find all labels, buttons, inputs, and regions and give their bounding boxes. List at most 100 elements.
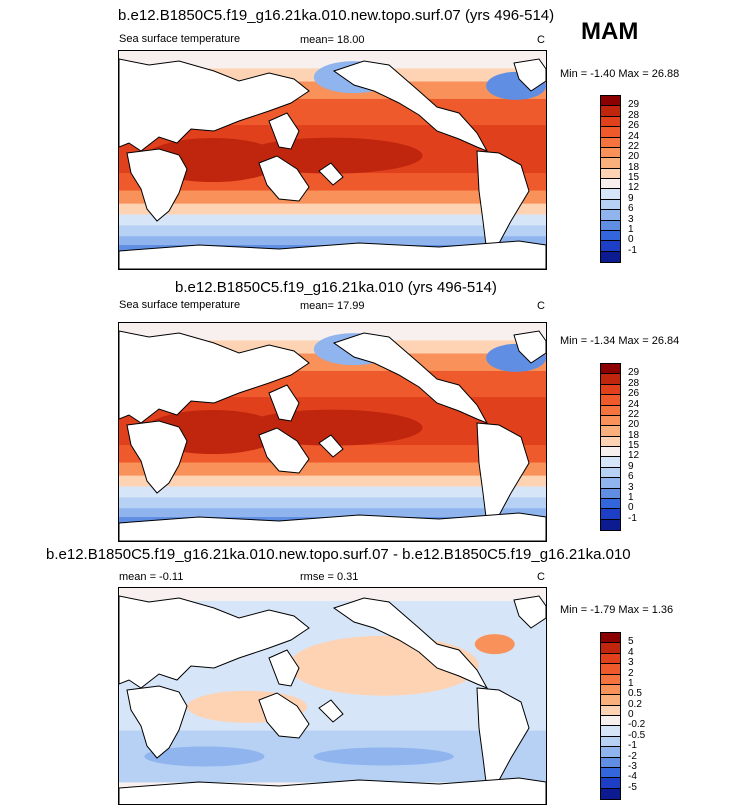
colorbar-tick-label: 6 [628, 471, 634, 483]
colorbar-tick-label: -0.2 [628, 719, 646, 731]
colorbar-tick-label: 9 [628, 192, 634, 204]
colorbar-tick-label: 28 [628, 109, 640, 121]
colorbar-swatch [601, 251, 620, 262]
colorbar-swatch [601, 653, 620, 665]
colorbar-tick-label: 20 [628, 419, 640, 431]
colorbar-tick-label: -5 [628, 781, 637, 793]
colorbar-swatch [601, 137, 620, 148]
colorbar-swatch [601, 788, 620, 799]
colorbar-tick-label: 12 [628, 182, 640, 194]
colorbar-tick-label: 28 [628, 377, 640, 389]
colorbar-swatch [601, 116, 620, 128]
colorbar-swatch [601, 426, 620, 437]
colorbar-tick-label: 15 [628, 172, 640, 183]
colorbar-swatch [601, 643, 620, 654]
colorbar-swatch [601, 778, 620, 789]
colorbar-swatch [601, 705, 620, 716]
colorbar-swatch [601, 664, 620, 675]
season-label: MAM [581, 18, 639, 45]
colorbar-tick-label: 0.2 [628, 698, 642, 710]
colorbar-tick-label: 18 [628, 429, 640, 441]
colorbar-tick-label: 9 [628, 460, 634, 472]
colorbar-tick-label: -2 [628, 750, 637, 762]
panel1-variable-label: Sea surface temperature [119, 33, 241, 45]
panel2-units: C [537, 300, 545, 312]
colorbar-swatch [601, 436, 620, 447]
colorbar-swatch [601, 747, 620, 758]
colorbar-tick-label: 3 [628, 657, 634, 669]
colorbar-tick-label: 3 [628, 213, 634, 225]
panel2-colorbar [600, 363, 621, 531]
colorbar-tick-label: 18 [628, 161, 640, 173]
colorbar-swatch [601, 726, 620, 737]
colorbar-swatch [601, 519, 620, 530]
panel2-mean: mean= 17.99 [300, 300, 365, 312]
colorbar-tick-label: 2 [628, 667, 634, 679]
colorbar-swatch [601, 210, 620, 221]
colorbar-swatch [601, 374, 620, 385]
panel1-minmax: Min = -1.40 Max = 26.88 [560, 68, 680, 80]
panel1-colorbar [600, 95, 621, 263]
colorbar-swatch [601, 674, 620, 685]
colorbar-swatch [601, 179, 620, 190]
panel2-minmax: Min = -1.34 Max = 26.84 [560, 335, 680, 347]
colorbar-swatch [601, 415, 620, 427]
colorbar-swatch [601, 158, 620, 169]
panel3-title: b.e12.B1850C5.f19_g16.21ka.010.new.topo.… [46, 546, 631, 563]
colorbar-tick-label: 20 [628, 151, 640, 163]
colorbar-swatch [601, 767, 620, 779]
colorbar-swatch [601, 488, 620, 499]
colorbar-swatch [601, 478, 620, 489]
panel3-map-svg [119, 588, 546, 804]
colorbar-swatch [601, 220, 620, 231]
colorbar-swatch [601, 106, 620, 117]
colorbar-swatch [601, 364, 620, 375]
colorbar-swatch [601, 96, 620, 107]
colorbar-swatch [601, 168, 620, 179]
panel2-title: b.e12.B1850C5.f19_g16.21ka.010 (yrs 496-… [175, 279, 497, 296]
colorbar-swatch [601, 457, 620, 468]
colorbar-tick-label: 15 [628, 440, 640, 451]
colorbar-tick-label: 5 [628, 636, 634, 648]
colorbar-tick-label: 1 [628, 223, 634, 235]
colorbar-tick-label: 4 [628, 646, 634, 658]
panel1-map [118, 50, 547, 270]
colorbar-swatch [601, 395, 620, 406]
colorbar-tick-label: 3 [628, 481, 634, 493]
panel1-units: C [537, 34, 545, 46]
colorbar-tick-label: -3 [628, 760, 637, 772]
colorbar-swatch [601, 498, 620, 510]
colorbar-tick-label: -1 [628, 512, 637, 524]
panel1-mean: mean= 18.00 [300, 34, 365, 46]
colorbar-swatch [601, 633, 620, 644]
panel3-rmse: rmse = 0.31 [300, 571, 359, 583]
panel3-minmax: Min = -1.79 Max = 1.36 [560, 604, 674, 616]
colorbar-tick-label: 0.5 [628, 688, 642, 700]
panel1-title: b.e12.B1850C5.f19_g16.21ka.010.new.topo.… [118, 7, 555, 24]
colorbar-tick-label: 29 [628, 99, 640, 111]
colorbar-tick-label: 0 [628, 502, 634, 514]
colorbar-swatch [601, 695, 620, 706]
colorbar-tick-label: 24 [628, 130, 640, 142]
colorbar-swatch [601, 405, 620, 416]
colorbar-tick-label: -4 [628, 771, 637, 783]
colorbar-tick-label: 26 [628, 120, 640, 132]
panel3-map [118, 587, 547, 805]
colorbar-tick-label: -1 [628, 244, 637, 256]
colorbar-swatch [601, 736, 620, 748]
panel2-map [118, 322, 547, 542]
colorbar-tick-label: 12 [628, 450, 640, 462]
colorbar-tick-label: 1 [628, 491, 634, 503]
colorbar-tick-label: 1 [628, 677, 634, 689]
panel3-mean: mean = -0.11 [119, 571, 184, 583]
panel2-map-svg [119, 323, 546, 541]
panel2-variable-label: Sea surface temperature [119, 299, 241, 311]
colorbar-swatch [601, 199, 620, 211]
colorbar-swatch [601, 447, 620, 458]
colorbar-tick-label: 6 [628, 203, 634, 215]
colorbar-tick-label: 26 [628, 388, 640, 400]
colorbar-tick-label: -1 [628, 740, 637, 752]
colorbar-swatch [601, 757, 620, 768]
colorbar-swatch [601, 384, 620, 396]
colorbar-tick-label: 0 [628, 709, 634, 720]
